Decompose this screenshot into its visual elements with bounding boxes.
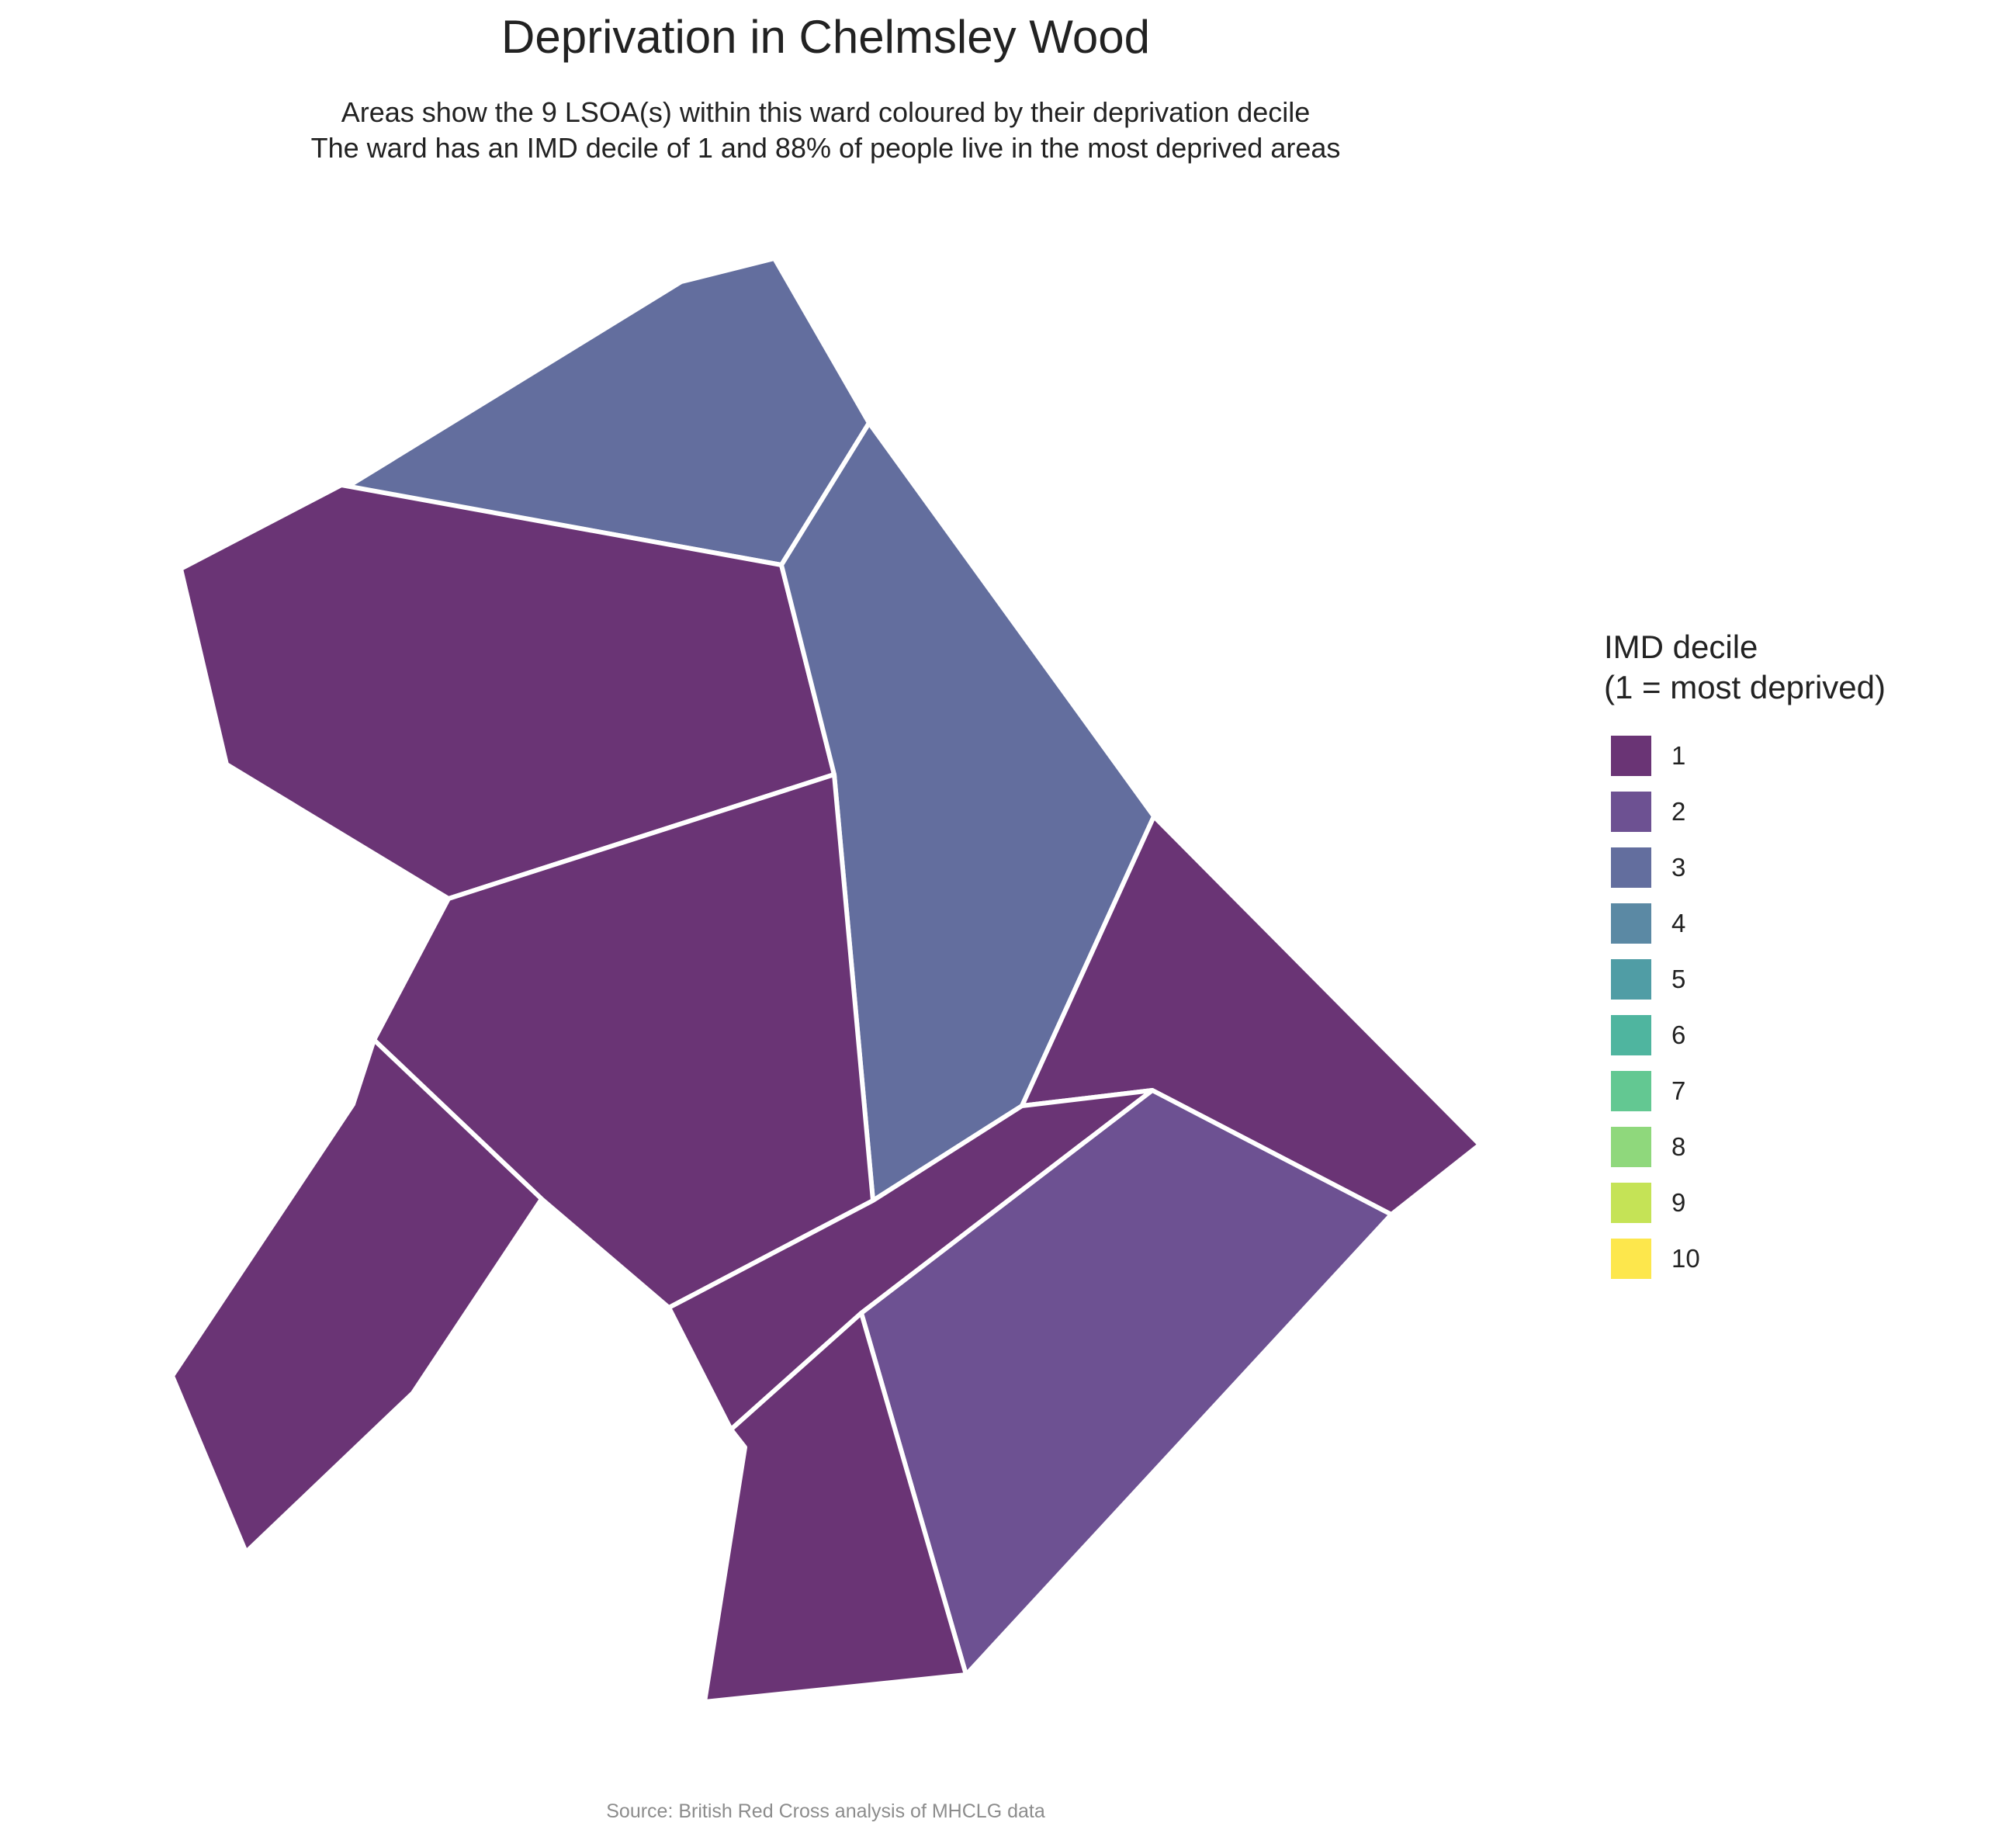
legend-swatch: [1611, 847, 1651, 888]
legend-title: IMD decile (1 = most deprived): [1604, 627, 1886, 708]
legend-swatch: [1611, 959, 1651, 1000]
map-subtitle-line-1: Areas show the 9 LSOA(s) within this war…: [341, 96, 1311, 128]
legend-item-1: 1: [1611, 734, 1766, 778]
legend-item-5: 5: [1611, 958, 1766, 1001]
legend-label: 5: [1671, 965, 1686, 993]
lsoa-south[interactable]: [702, 1311, 968, 1704]
legend-item-3: 3: [1611, 846, 1766, 889]
legend-title-line-1: IMD decile: [1604, 629, 1758, 665]
legend-item-4: 4: [1611, 902, 1766, 945]
legend-swatch: [1611, 1183, 1651, 1223]
legend-swatch: [1611, 1127, 1651, 1167]
legend-label: 10: [1671, 1244, 1700, 1273]
map-subtitle-line-2: The ward has an IMD decile of 1 and 88% …: [310, 132, 1341, 164]
legend-item-8: 8: [1611, 1125, 1766, 1169]
legend-item-7: 7: [1611, 1069, 1766, 1113]
legend-swatch: [1611, 792, 1651, 832]
legend-label: 3: [1671, 853, 1686, 882]
legend-label: 9: [1671, 1188, 1686, 1217]
legend-item-2: 2: [1611, 790, 1766, 833]
source-caption: Source: British Red Cross analysis of MH…: [606, 1800, 1045, 1822]
legend-label: 8: [1671, 1132, 1686, 1161]
map-title: Deprivation in Chelmsley Wood: [501, 11, 1150, 63]
legend-label: 4: [1671, 909, 1686, 937]
legend-swatch: [1611, 736, 1651, 776]
lsoa-southwest[interactable]: [170, 1038, 544, 1554]
legend-swatch: [1611, 1239, 1651, 1279]
legend-swatch: [1611, 1015, 1651, 1055]
legend-item-9: 9: [1611, 1181, 1766, 1225]
legend-label: 6: [1671, 1020, 1686, 1049]
legend-swatch: [1611, 1071, 1651, 1111]
legend-swatch: [1611, 903, 1651, 944]
legend-label: 7: [1671, 1076, 1686, 1105]
legend-label: 1: [1671, 741, 1686, 770]
legend-label: 2: [1671, 797, 1686, 826]
legend-item-6: 6: [1611, 1014, 1766, 1057]
legend-title-line-2: (1 = most deprived): [1604, 669, 1886, 705]
legend-item-10: 10: [1611, 1237, 1766, 1280]
